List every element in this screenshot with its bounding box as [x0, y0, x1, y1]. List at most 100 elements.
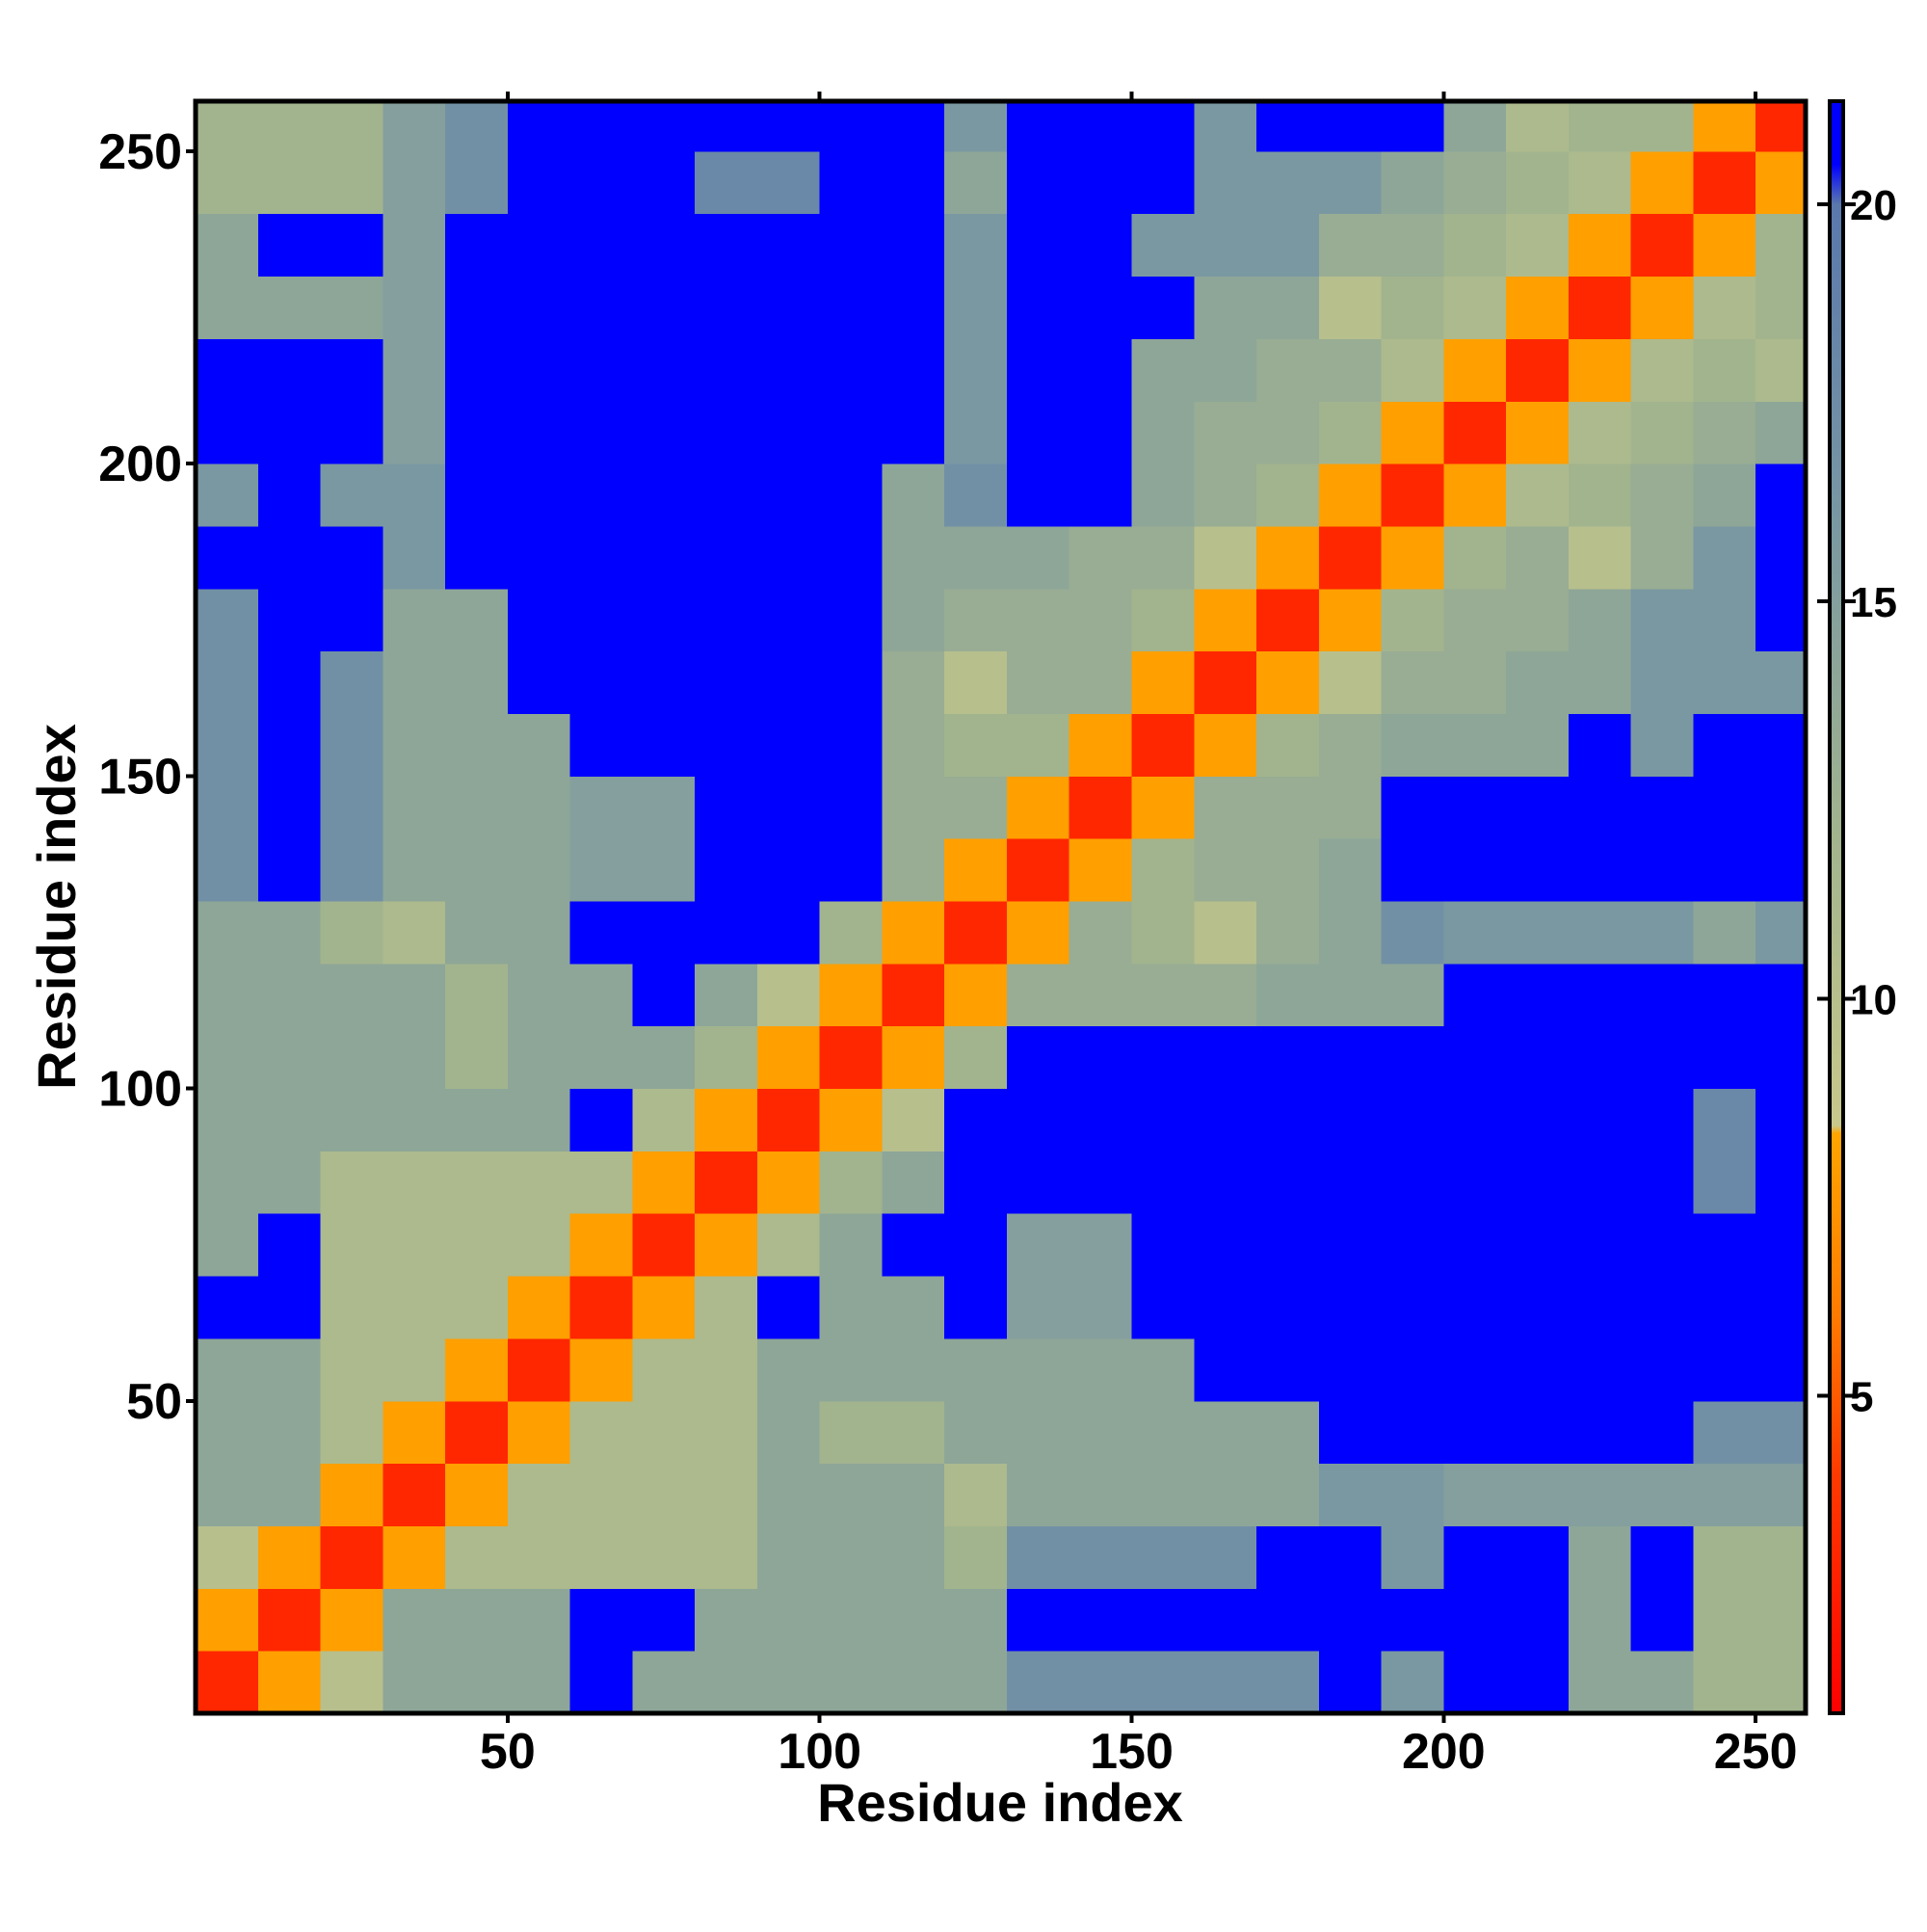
heatmap-cell: [632, 401, 696, 464]
heatmap-cell: [944, 1276, 1008, 1339]
x-tick-label: 200: [1402, 1724, 1486, 1780]
heatmap-cell: [1568, 838, 1632, 902]
heatmap-cell: [507, 1588, 571, 1652]
heatmap-cell: [1194, 401, 1257, 464]
heatmap-cell: [819, 963, 883, 1027]
heatmap-cell: [320, 1276, 383, 1339]
heatmap-cell: [1506, 1151, 1570, 1214]
heatmap-cell: [1069, 650, 1133, 714]
heatmap-cell: [1443, 838, 1507, 902]
heatmap-cell: [1194, 1276, 1257, 1339]
heatmap-cell: [507, 713, 571, 777]
y-axis-label: Residue index: [26, 724, 87, 1090]
heatmap-cell: [383, 1276, 446, 1339]
heatmap-cell: [1069, 101, 1133, 152]
heatmap-cell: [1755, 838, 1807, 902]
heatmap-cell: [695, 401, 758, 464]
heatmap-cell: [1194, 838, 1257, 902]
heatmap-cell: [1318, 1525, 1383, 1589]
heatmap-cell: [569, 1025, 633, 1090]
heatmap-cell: [1194, 213, 1257, 278]
heatmap-cell: [1568, 213, 1632, 278]
heatmap-cell: [257, 1400, 322, 1465]
heatmap-cell: [1069, 401, 1133, 464]
heatmap-cell: [1131, 1025, 1195, 1090]
heatmap-cell: [1506, 901, 1570, 965]
heatmap-cell: [632, 901, 696, 965]
heatmap-cell: [569, 150, 633, 215]
heatmap-cell: [257, 401, 322, 464]
heatmap-cell: [445, 650, 509, 714]
heatmap-cell: [1443, 401, 1507, 464]
heatmap-cell: [569, 1588, 633, 1652]
heatmap-cell: [507, 1463, 571, 1526]
heatmap-cell: [196, 776, 259, 839]
heatmap-cell: [1131, 963, 1195, 1027]
colorbar-tick-label: 5: [1850, 1373, 1873, 1420]
heatmap-cell: [632, 276, 696, 339]
heatmap-cell: [196, 276, 259, 339]
heatmap-cell: [257, 276, 322, 339]
heatmap-cell: [1443, 1025, 1507, 1090]
heatmap-cell: [383, 276, 446, 339]
heatmap-cell: [1318, 1463, 1383, 1526]
heatmap-cell: [632, 1213, 696, 1277]
heatmap-cell: [695, 963, 758, 1027]
heatmap-cell: [445, 150, 509, 215]
heatmap-cell: [383, 776, 446, 839]
heatmap-cell: [507, 1151, 571, 1214]
heatmap-cell: [1194, 588, 1257, 652]
heatmap-cell: [944, 213, 1008, 278]
heatmap-cell: [1069, 150, 1133, 215]
heatmap-cell: [569, 1463, 633, 1526]
heatmap-cell: [1256, 650, 1320, 714]
heatmap-cell: [632, 338, 696, 402]
heatmap-cell: [507, 588, 571, 652]
heatmap-cell: [819, 1651, 883, 1714]
heatmap-cell: [569, 101, 633, 152]
heatmap-cell: [1755, 213, 1807, 278]
heatmap-cell: [756, 1651, 821, 1714]
heatmap-cell: [569, 1088, 633, 1151]
heatmap-cell: [1318, 838, 1383, 902]
heatmap-cell: [1131, 1213, 1195, 1277]
heatmap-cell: [882, 213, 945, 278]
heatmap-cell: [383, 1213, 446, 1277]
heatmap-cell: [1069, 1151, 1133, 1214]
heatmap-cell: [1381, 713, 1444, 777]
heatmap-cell: [196, 150, 259, 215]
heatmap-cell: [695, 838, 758, 902]
heatmap-cell: [695, 276, 758, 339]
heatmap-cell: [819, 1025, 883, 1090]
heatmap-cell: [1194, 1088, 1257, 1151]
heatmap-cell: [445, 1651, 509, 1714]
heatmap-cell: [944, 963, 1008, 1027]
heatmap-cell: [1630, 713, 1694, 777]
heatmap-cell: [1568, 1463, 1632, 1526]
heatmap-cell: [569, 1400, 633, 1465]
heatmap-cell: [1568, 1588, 1632, 1652]
heatmap-cell: [882, 1213, 945, 1277]
heatmap-cell: [1069, 1213, 1133, 1277]
heatmap-cell: [257, 1588, 322, 1652]
heatmap-cell: [1568, 1337, 1632, 1402]
heatmap-cell: [944, 1337, 1008, 1402]
heatmap-cell: [1194, 1151, 1257, 1214]
heatmap-cell: [756, 838, 821, 902]
heatmap-cell: [1194, 1025, 1257, 1090]
heatmap-cell: [1443, 1276, 1507, 1339]
heatmap-cell: [196, 650, 259, 714]
heatmap-cell: [1006, 713, 1070, 777]
heatmap-cell: [882, 1337, 945, 1402]
heatmap-cell: [1506, 713, 1570, 777]
heatmap-cell: [1318, 463, 1383, 527]
heatmap-cell: [257, 213, 322, 278]
heatmap-cell: [756, 901, 821, 965]
heatmap-cell: [1256, 1651, 1320, 1714]
heatmap-cell: [819, 150, 883, 215]
heatmap-cell: [756, 276, 821, 339]
heatmap-cell: [695, 1651, 758, 1714]
heatmap-cell: [1755, 1525, 1807, 1589]
heatmap-cell: [819, 401, 883, 464]
